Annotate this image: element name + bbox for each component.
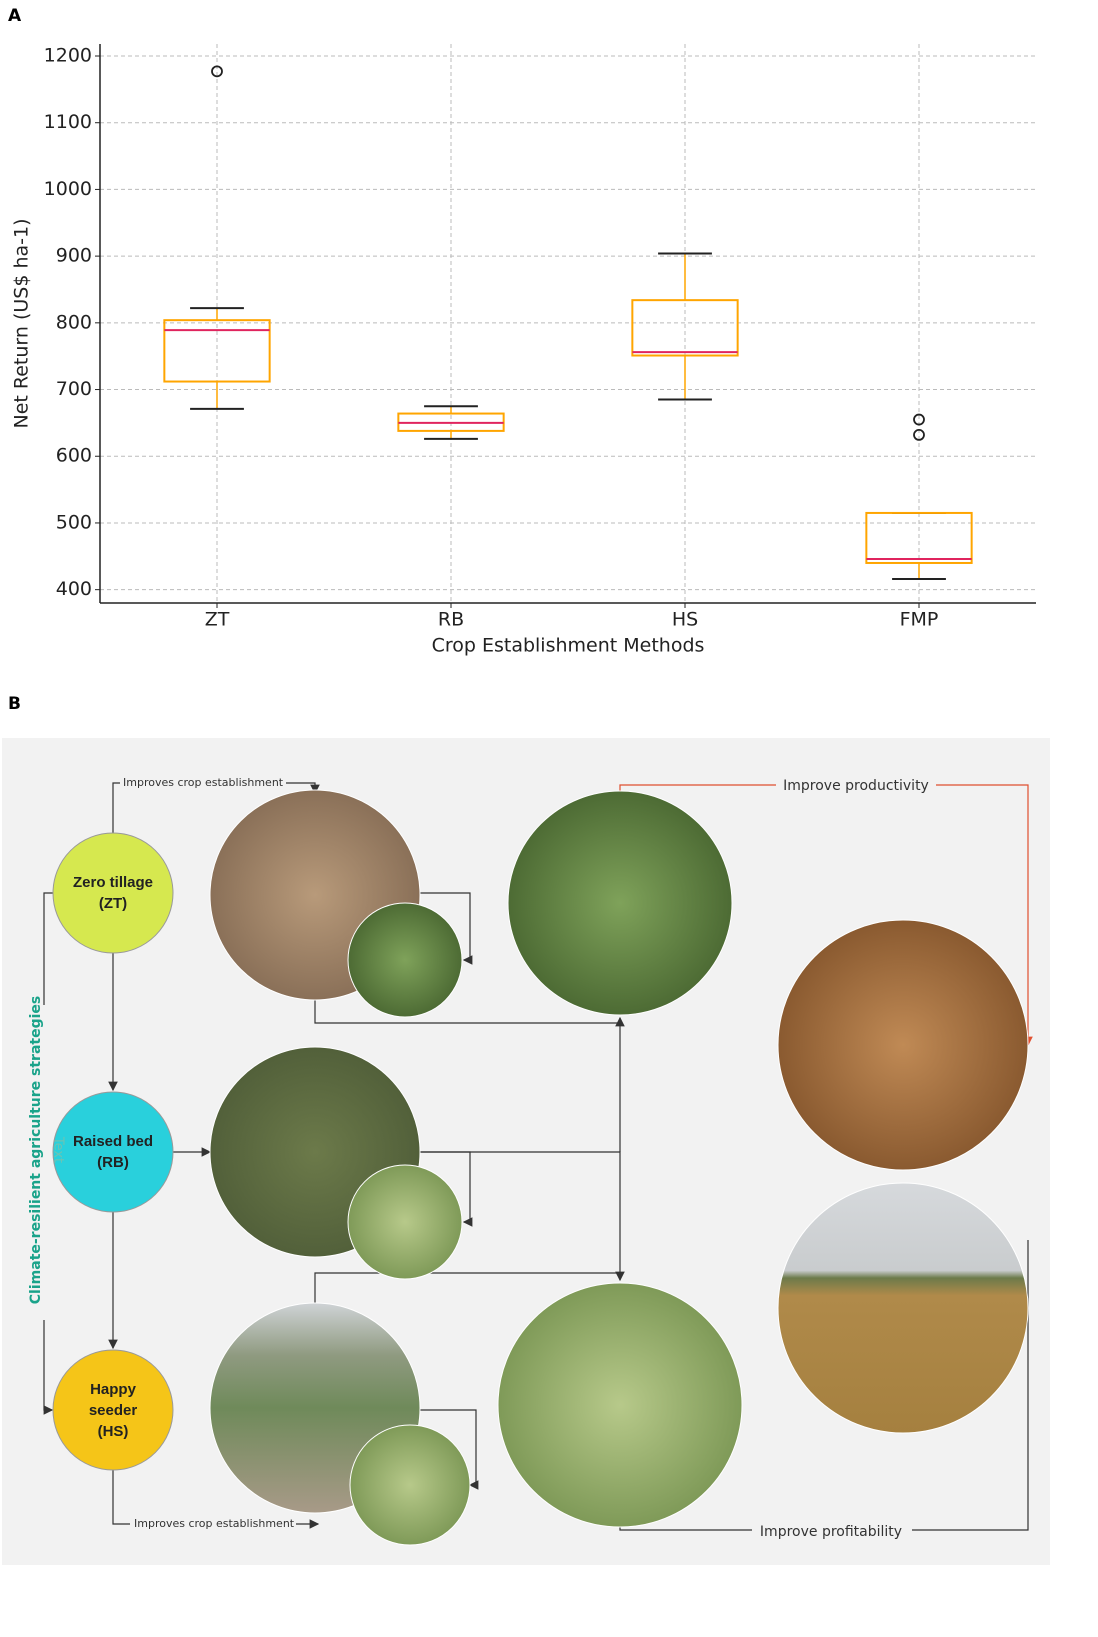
node-circle bbox=[52, 1091, 174, 1213]
y-tick-label: 900 bbox=[56, 245, 92, 267]
y-tick-label: 600 bbox=[56, 445, 92, 467]
box bbox=[631, 299, 739, 357]
edge-label: Improves crop establishment bbox=[134, 1517, 295, 1530]
placeholder-text: Text bbox=[51, 1136, 66, 1163]
photo bbox=[349, 1424, 471, 1546]
label-bg bbox=[130, 1516, 296, 1532]
y-tick-label: 1000 bbox=[44, 178, 92, 200]
y-tick-label: 500 bbox=[56, 511, 92, 533]
panel-label: B bbox=[8, 694, 21, 714]
edge-label: Improve profitability bbox=[760, 1524, 902, 1540]
x-axis-label: Crop Establishment Methods bbox=[432, 635, 705, 657]
edge-label: Improves crop establishment bbox=[123, 776, 284, 789]
node-label: Happy seeder (HS) bbox=[88, 1380, 138, 1440]
diagram-title: Climate-resilient agriculture strategies bbox=[28, 996, 44, 1304]
x-tick-label: ZT bbox=[205, 609, 230, 631]
label-bg bbox=[776, 776, 936, 794]
outlier bbox=[211, 65, 223, 78]
photos bbox=[209, 789, 1029, 1546]
y-axis-label: Net Return (US$ ha-1) bbox=[11, 218, 33, 428]
x-tick-label: FMP bbox=[900, 609, 939, 631]
box bbox=[865, 511, 973, 564]
y-tick-label: 800 bbox=[56, 311, 92, 333]
outlier bbox=[913, 413, 925, 426]
box bbox=[163, 319, 271, 383]
x-tick-label: HS bbox=[672, 609, 698, 631]
y-tick-label: 1100 bbox=[44, 111, 92, 133]
label-bg bbox=[120, 775, 286, 791]
y-tick-label: 400 bbox=[56, 578, 92, 600]
photo bbox=[777, 919, 1029, 1171]
node-circle bbox=[52, 832, 174, 954]
photo bbox=[507, 790, 733, 1016]
edge-label: Improve productivity bbox=[783, 778, 929, 794]
outlier bbox=[913, 428, 925, 441]
photo bbox=[497, 1282, 743, 1528]
node-label: Raised bed (RB) bbox=[72, 1133, 154, 1171]
x-tick-label: RB bbox=[438, 609, 464, 631]
y-tick-label: 700 bbox=[56, 378, 92, 400]
photo bbox=[347, 902, 463, 1018]
node-label: Zero tillage (ZT) bbox=[72, 874, 154, 912]
node-circle bbox=[52, 1349, 174, 1471]
photo bbox=[777, 1182, 1029, 1434]
diagram: Improves crop establishment Improve prod… bbox=[2, 738, 1050, 1565]
y-tick-label: 1200 bbox=[44, 45, 92, 67]
label-bg bbox=[752, 1522, 912, 1540]
panel-label: A bbox=[8, 6, 22, 26]
photo bbox=[347, 1164, 463, 1280]
